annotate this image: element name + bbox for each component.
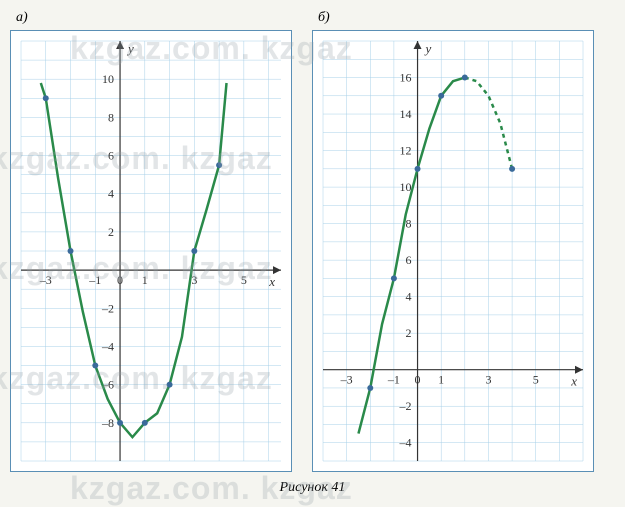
svg-text:8: 8	[406, 217, 412, 231]
svg-text:2: 2	[108, 225, 114, 239]
chart-b-label: б)	[312, 10, 594, 26]
svg-text:–2: –2	[399, 399, 412, 413]
svg-text:8: 8	[108, 110, 114, 124]
chart-a-label: а)	[10, 10, 292, 26]
chart-a-svg: –3–10135–8–6–4–2246810xy	[11, 31, 291, 471]
svg-text:–3: –3	[340, 373, 353, 387]
svg-text:–2: –2	[101, 301, 114, 315]
svg-text:x: x	[268, 274, 275, 289]
svg-text:16: 16	[400, 71, 412, 85]
figure-container: а) –3–10135–8–6–4–2246810xy б) –3–10135–…	[10, 10, 615, 496]
chart-b-block: б) –3 –1 0 1 3 5 –4 –2 2 4 6 8 10 12 14 16 x y	[312, 10, 594, 472]
svg-text:–1: –1	[88, 273, 101, 287]
svg-text:3: 3	[191, 273, 197, 287]
svg-text:–8: –8	[101, 416, 114, 430]
svg-text:0: 0	[415, 373, 421, 387]
svg-text:–4: –4	[399, 436, 412, 450]
svg-text:4: 4	[108, 187, 114, 201]
svg-text:1: 1	[438, 373, 444, 387]
svg-text:y: y	[424, 41, 432, 56]
chart-b-frame: –3 –1 0 1 3 5 –4 –2 2 4 6 8 10 12 14 16 x y	[312, 30, 594, 472]
svg-text:10: 10	[400, 180, 412, 194]
svg-text:14: 14	[400, 107, 412, 121]
svg-text:6: 6	[406, 253, 412, 267]
chart-b-svg: –3 –1 0 1 3 5 –4 –2 2 4 6 8 10 12 14 16 x y	[313, 31, 593, 471]
charts-row: а) –3–10135–8–6–4–2246810xy б) –3–10135–…	[10, 10, 615, 472]
svg-text:–3: –3	[39, 273, 52, 287]
svg-text:3: 3	[485, 373, 491, 387]
svg-text:4: 4	[406, 290, 412, 304]
svg-text:x: x	[570, 374, 577, 389]
svg-text:12: 12	[400, 144, 412, 158]
chart-a-block: а) –3–10135–8–6–4–2246810xy	[10, 10, 292, 472]
svg-text:5: 5	[533, 373, 539, 387]
svg-text:y: y	[126, 41, 134, 56]
svg-text:2: 2	[406, 326, 412, 340]
figure-caption: Рисунок 41	[10, 480, 615, 496]
svg-text:6: 6	[108, 149, 114, 163]
svg-text:10: 10	[102, 72, 114, 86]
svg-text:1: 1	[142, 273, 148, 287]
svg-text:0: 0	[117, 273, 123, 287]
svg-text:5: 5	[241, 273, 247, 287]
chart-a-frame: –3–10135–8–6–4–2246810xy	[10, 30, 292, 472]
svg-text:–1: –1	[387, 373, 400, 387]
svg-text:–4: –4	[101, 339, 114, 353]
